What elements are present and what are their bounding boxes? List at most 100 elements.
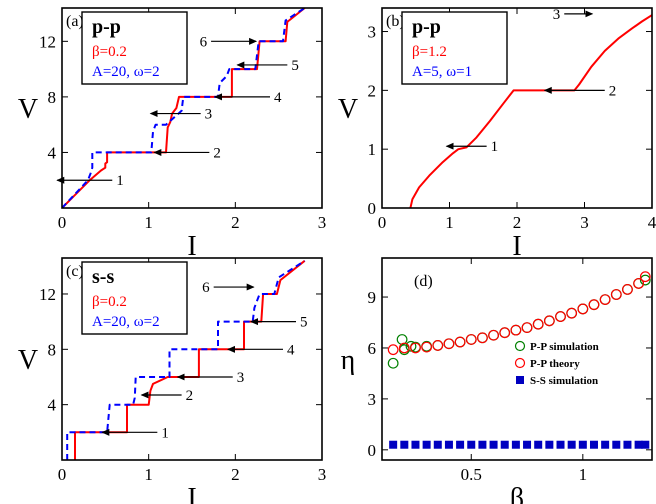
parameter-line: A=20, ω=2 [92, 64, 160, 80]
dashed-series-line [62, 8, 306, 208]
p-p-theory-point [588, 299, 600, 311]
y-axis-label: V [338, 94, 358, 125]
s-s-simulation-point [478, 440, 487, 449]
p-p-theory-point [443, 338, 455, 350]
p-p-theory-point [633, 278, 645, 289]
s-s-simulation-point [523, 440, 532, 449]
plot-area [409, 14, 652, 208]
x-tick-label: 1 [579, 465, 588, 484]
x-tick-label: 3 [580, 213, 589, 232]
s-s-simulation-point [601, 440, 610, 449]
p-p-theory-point [599, 294, 611, 305]
x-tick-label: 1 [144, 213, 153, 232]
p-p-theory-point [432, 340, 444, 351]
y-axis-label: V [18, 345, 38, 376]
x-tick-label: 0 [58, 213, 67, 232]
legend-marker [514, 357, 526, 369]
p-p-theory-point [610, 289, 622, 300]
panel-label: (b) [386, 13, 405, 30]
legend-marker [516, 376, 524, 384]
s-s-simulation-point [467, 440, 476, 449]
y-axis-label: η [341, 345, 356, 376]
solid-series-line [409, 14, 652, 208]
x-tick-label: 3 [318, 465, 327, 484]
legend-entry: P-P simulation [530, 341, 599, 353]
state-number-label: 2 [609, 83, 617, 99]
state-number-label: 5 [300, 315, 308, 331]
state-number-label: 3 [237, 370, 245, 386]
p-p-theory-point [543, 315, 555, 327]
p-p-theory-point [577, 303, 589, 315]
y-tick-label: 2 [368, 81, 377, 100]
s-s-simulation-point [422, 440, 431, 449]
x-tick-label: 2 [231, 465, 240, 484]
y-tick-label: 4 [48, 396, 57, 415]
y-tick-label: 6 [368, 339, 377, 358]
p-p-theory-point [499, 327, 511, 339]
x-tick-label: 3 [318, 213, 327, 232]
y-tick-label: 8 [48, 88, 57, 107]
x-axis-label: β [510, 483, 524, 504]
s-s-simulation-point [433, 440, 442, 449]
dashed-series-line [66, 259, 306, 460]
panel-label: (a) [66, 13, 84, 30]
plot-frame [61, 7, 323, 209]
p-p-theory-point [510, 324, 522, 336]
legend-entry: P-P theory [530, 358, 580, 370]
state-number-label: 1 [116, 173, 124, 189]
state-number-label: 3 [553, 7, 561, 23]
y-axis-label: V [18, 94, 38, 125]
state-number-label: 6 [200, 34, 208, 50]
state-number-label: 2 [213, 145, 221, 161]
plot-frame [381, 7, 653, 209]
parameter-line: β=1.2 [412, 44, 447, 60]
parameter-box [401, 11, 508, 85]
s-s-simulation-point [534, 440, 543, 449]
s-s-simulation-point [641, 440, 650, 449]
s-s-simulation-point [578, 440, 587, 449]
p-p-theory-point [410, 342, 421, 354]
x-tick-label: 0.5 [461, 465, 482, 484]
p-p-theory-point [532, 318, 544, 330]
y-tick-label: 1 [368, 140, 377, 159]
s-s-simulation-point [623, 440, 632, 449]
state-number-label: 3 [205, 107, 213, 123]
p-p-simulation-point [639, 274, 651, 286]
parameter-box-title: p-p [412, 16, 441, 38]
plot-area [387, 271, 651, 449]
parameter-box-title: s-s [92, 266, 114, 288]
plot-frame [61, 257, 323, 461]
p-p-theory-point [622, 284, 633, 295]
s-s-simulation-point [634, 440, 643, 449]
y-tick-label: 12 [39, 32, 56, 51]
x-tick-label: 0 [58, 465, 67, 484]
p-p-theory-point [387, 344, 399, 356]
state-number-label: 5 [291, 58, 299, 74]
parameter-line: β=0.2 [92, 44, 127, 60]
panel-label: (c) [66, 263, 84, 280]
p-p-theory-point [465, 334, 477, 345]
x-tick-label: 4 [648, 213, 656, 232]
p-p-theory-point [566, 307, 578, 319]
panel-b: 0 1 2 3 4 0 1 2 3 I V (b) p-p β=1.2 A=5, ω=1 1 2 3 [338, 7, 656, 262]
s-s-simulation-point [556, 440, 565, 449]
legend-entry: S-S simulation [530, 375, 598, 387]
y-tick-label: 0 [368, 199, 377, 218]
p-p-theory-point [398, 342, 410, 354]
y-tick-label: 4 [48, 143, 57, 162]
y-tick-label: 3 [368, 390, 377, 409]
y-tick-label: 12 [39, 285, 56, 304]
s-s-simulation-point [444, 440, 453, 449]
x-tick-label: 2 [513, 213, 522, 232]
plot-frame [381, 257, 653, 461]
state-number-label: 2 [186, 388, 194, 404]
s-s-simulation-point [500, 440, 509, 449]
x-axis-label: I [187, 231, 196, 262]
x-tick-label: 0 [378, 213, 387, 232]
p-p-theory-point [639, 271, 651, 283]
s-s-simulation-point [389, 440, 398, 449]
parameter-line: β=0.2 [92, 294, 127, 310]
solid-series-line [62, 8, 306, 208]
